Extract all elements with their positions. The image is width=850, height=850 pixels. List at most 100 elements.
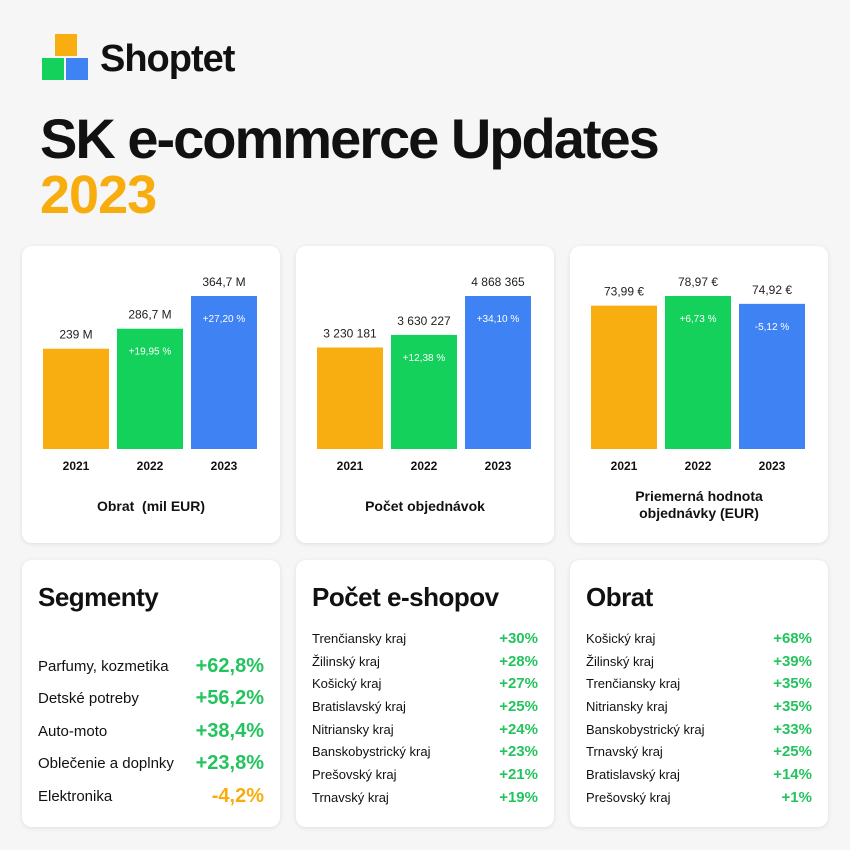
region-label: Trenčiansky kraj — [586, 676, 681, 692]
region-row: Banskobystrický kraj +23% — [312, 740, 538, 763]
chart-title-priemerna-hodnota: Priemerná hodnota objednávky (EUR) — [580, 488, 818, 522]
segment-value: +56,2% — [195, 687, 264, 710]
chart-title-line-1: Priemerná hodnota — [635, 488, 763, 504]
segmenty-list: Parfumy, kozmetika +62,8% Detské potreby +… — [38, 650, 264, 813]
chart-title-objednavky: Počet objednávok — [365, 498, 485, 514]
segment-label: Parfumy, kozmetika — [38, 657, 169, 675]
x-tick-label: 2022 — [411, 459, 438, 473]
region-row: Nitriansky kraj +35% — [586, 695, 812, 718]
segmenty-card: Segmenty Parfumy, kozmetika +62,8% Detské… — [22, 560, 280, 827]
obrat-card: Obrat Košický kraj +68% Žilinský kraj +39%… — [570, 560, 828, 827]
chart-card-objednavky: 3 230 181 2021 3 630 227 +12,38 % 2022 4 868 … — [296, 246, 554, 543]
bar-objednavky-2023 — [465, 296, 531, 449]
region-label: Banskobystrický kraj — [312, 744, 431, 760]
region-row: Žilinský kraj +39% — [586, 650, 812, 673]
logo-square-green — [42, 58, 64, 80]
region-row: Trenčiansky kraj +30% — [312, 627, 538, 650]
region-value: +68% — [773, 629, 812, 647]
x-tick-label: 2021 — [611, 459, 638, 473]
region-value: +1% — [781, 788, 812, 806]
page-year: 2023 — [40, 165, 157, 225]
region-label: Trnavský kraj — [312, 789, 389, 805]
segment-row: Parfumy, kozmetika +62,8% — [38, 650, 264, 683]
region-row: Nitriansky kraj +24% — [312, 718, 538, 741]
x-tick-label: 2022 — [685, 459, 712, 473]
bar-chart-priemerna-hodnota: 73,99 € 2021 78,97 € +6,73 % 2022 74,92 € -5,1… — [591, 275, 805, 473]
obrat-list: Košický kraj +68% Žilinský kraj +39% Trenč… — [586, 627, 812, 809]
region-value: +39% — [773, 652, 812, 670]
change-label: -5,12 % — [755, 322, 790, 333]
region-row: Žilinský kraj +28% — [312, 650, 538, 673]
bar-obrat-2021 — [43, 348, 109, 449]
bar-objednavky-2021 — [317, 347, 383, 449]
x-tick-label: 2021 — [63, 459, 90, 473]
segment-value: +62,8% — [195, 654, 264, 677]
chart-title-line-2: objednávky (EUR) — [639, 505, 759, 521]
brand-name: Shoptet — [100, 37, 235, 80]
region-label: Prešovský kraj — [586, 789, 671, 805]
shoptet-logo-icon — [40, 34, 92, 84]
region-label: Bratislavský kraj — [312, 698, 406, 714]
region-label: Žilinský kraj — [586, 653, 654, 669]
region-row: Bratislavský kraj +14% — [586, 763, 812, 786]
region-row: Bratislavský kraj +25% — [312, 695, 538, 718]
region-label: Nitriansky kraj — [586, 698, 668, 714]
x-tick-label: 2023 — [211, 459, 238, 473]
region-row: Trenčiansky kraj +35% — [586, 672, 812, 695]
segment-value: +38,4% — [195, 719, 264, 742]
region-row: Banskobystrický kraj +33% — [586, 718, 812, 741]
eshopy-list: Trenčiansky kraj +30% Žilinský kraj +28% K… — [312, 627, 538, 809]
change-label: +12,38 % — [403, 353, 446, 364]
value-label: 74,92 € — [752, 283, 792, 297]
x-tick-label: 2023 — [759, 459, 786, 473]
bar-chart-objednavky: 3 230 181 2021 3 630 227 +12,38 % 2022 4 868 … — [317, 275, 531, 473]
value-label: 286,7 M — [128, 308, 171, 322]
segment-label: Elektronika — [38, 787, 113, 805]
segment-row: Auto-moto +38,4% — [38, 715, 264, 748]
change-label: +19,95 % — [129, 347, 172, 358]
value-label: 73,99 € — [604, 285, 644, 299]
region-row: Košický kraj +27% — [312, 672, 538, 695]
x-tick-label: 2021 — [337, 459, 364, 473]
region-label: Banskobystrický kraj — [586, 721, 705, 737]
segment-row: Oblečenie a doplnky +23,8% — [38, 748, 264, 781]
eshopy-card: Počet e-shopov Trenčiansky kraj +30% Žili… — [296, 560, 554, 827]
change-label: +27,20 % — [203, 314, 246, 325]
region-label: Košický kraj — [312, 676, 382, 692]
segment-value: +23,8% — [195, 752, 264, 775]
value-label: 364,7 M — [202, 275, 245, 289]
segment-label: Oblečenie a doplnky — [38, 755, 174, 773]
bar-priemerna-hodnota-2023 — [739, 303, 805, 449]
value-label: 78,97 € — [678, 275, 718, 289]
shoptet-logo: Shoptet — [40, 34, 235, 84]
region-label: Nitriansky kraj — [312, 721, 394, 737]
change-label: +6,73 % — [680, 314, 717, 325]
region-value: +33% — [773, 720, 812, 738]
bar-chart-obrat: 239 M 2021 286,7 M +19,95 % 2022 364,7 M +27,2… — [43, 275, 257, 473]
segment-row: Detské potreby +56,2% — [38, 683, 264, 716]
region-value: +23% — [499, 743, 538, 761]
region-row: Trnavský kraj +19% — [312, 786, 538, 809]
region-value: +19% — [499, 788, 538, 806]
bar-priemerna-hodnota-2022 — [665, 296, 731, 449]
segment-label: Auto-moto — [38, 722, 108, 740]
chart-card-priemerna-hodnota: 73,99 € 2021 78,97 € +6,73 % 2022 74,92 € -5,1… — [570, 246, 828, 543]
segment-row: Elektronika -4,2% — [38, 780, 264, 813]
bar-obrat-2022 — [117, 328, 183, 449]
region-label: Bratislavský kraj — [586, 766, 680, 782]
region-value: +24% — [499, 720, 538, 738]
bar-obrat-2023 — [191, 296, 257, 449]
region-label: Košický kraj — [586, 630, 656, 646]
region-value: +30% — [499, 629, 538, 647]
region-row: Prešovský kraj +21% — [312, 763, 538, 786]
region-value: +35% — [773, 697, 812, 715]
eshopy-title: Počet e-shopov — [312, 582, 499, 612]
value-label: 239 M — [59, 328, 92, 342]
obrat-title: Obrat — [586, 582, 653, 612]
value-label: 3 230 181 — [323, 326, 377, 340]
region-value: +27% — [499, 675, 538, 693]
chart-card-obrat: 239 M 2021 286,7 M +19,95 % 2022 364,7 M +27,2… — [22, 246, 280, 543]
segment-value: -4,2% — [211, 784, 264, 807]
logo-square-blue — [66, 58, 88, 80]
region-label: Žilinský kraj — [312, 653, 380, 669]
